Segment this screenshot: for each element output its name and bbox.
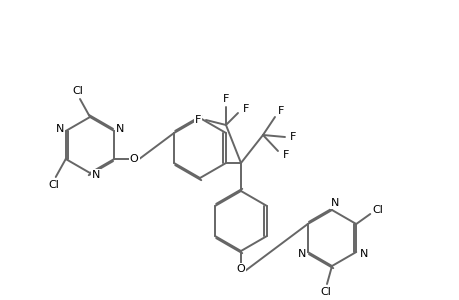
Text: N: N: [359, 249, 368, 259]
Text: F: F: [242, 104, 249, 114]
Text: N: N: [56, 124, 64, 134]
Text: Cl: Cl: [73, 86, 83, 96]
Text: N: N: [116, 124, 124, 134]
Text: O: O: [236, 264, 245, 274]
Text: N: N: [297, 249, 305, 259]
Text: N: N: [92, 170, 100, 180]
Text: F: F: [194, 115, 201, 125]
Text: Cl: Cl: [48, 180, 59, 190]
Text: N: N: [330, 198, 338, 208]
Text: Cl: Cl: [320, 287, 331, 297]
Text: F: F: [222, 94, 229, 104]
Text: Cl: Cl: [372, 205, 383, 215]
Text: F: F: [289, 132, 296, 142]
Text: F: F: [282, 150, 289, 160]
Text: F: F: [277, 106, 284, 116]
Text: O: O: [129, 154, 138, 164]
